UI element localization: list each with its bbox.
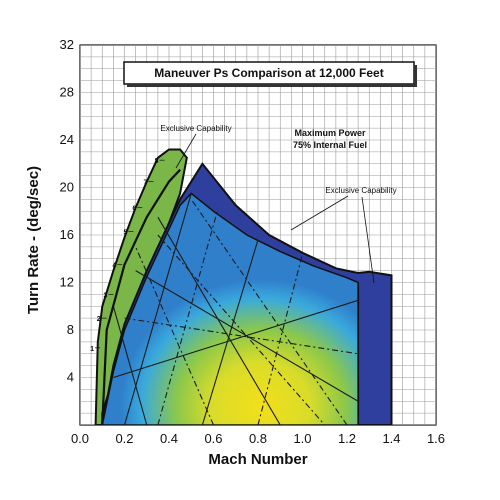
y-tick-label: 24 xyxy=(60,132,74,147)
ps-contour-line xyxy=(190,199,348,425)
x-tick-label: 1.2 xyxy=(338,431,356,446)
x-axis-ticks: 0.0 0.2 0.4 0.6 0.8 1.0 1.2 1.4 1.6 xyxy=(71,431,445,446)
x-tick-label: 0.8 xyxy=(249,431,267,446)
exclusive-right-leader-1 xyxy=(290,195,349,231)
boundary-line-left xyxy=(101,168,181,425)
ps-contour-line xyxy=(157,208,219,425)
ps-contour-line xyxy=(112,306,148,425)
x-tick-label: 0.2 xyxy=(115,431,133,446)
load-factor-label: 4 xyxy=(112,263,116,270)
ps-contour-line xyxy=(157,216,281,425)
y-tick-label: 28 xyxy=(60,85,74,100)
y-axis-title: Turn Rate - (deg/sec) xyxy=(25,166,42,314)
x-axis-title: Mach Number xyxy=(208,451,307,468)
x-tick-label: 1.4 xyxy=(382,431,400,446)
chart-title: Maneuver Ps Comparison at 12,000 Feet xyxy=(154,66,383,80)
load-factor-label: 8 xyxy=(155,158,159,165)
y-tick-label: 20 xyxy=(60,180,74,195)
load-factor-label: 1 xyxy=(90,346,94,353)
load-factor-label: 2 xyxy=(97,316,101,323)
ps-contour-line xyxy=(257,253,304,425)
load-factor-label: 6 xyxy=(132,206,136,213)
y-tick-label: 12 xyxy=(60,275,74,290)
y-tick-label: 16 xyxy=(60,227,74,242)
ps-contour-line xyxy=(157,234,326,425)
y-tick-label: 8 xyxy=(67,322,74,337)
exclusive-left-annotation: Exclusive Capability xyxy=(160,124,231,133)
x-tick-label: 0.6 xyxy=(204,431,222,446)
power-annotation-line1: Maximum Power xyxy=(294,128,366,138)
y-tick-label: 4 xyxy=(67,370,74,385)
ps-overlay-lines xyxy=(101,168,359,425)
ps-contour-line xyxy=(135,270,359,402)
ps-contour-line xyxy=(113,299,359,379)
x-tick-label: 1.0 xyxy=(293,431,311,446)
y-axis-ticks: 4 8 12 16 20 24 28 32 xyxy=(60,37,74,385)
y-tick-label: 32 xyxy=(60,37,74,52)
ps-contour-line xyxy=(124,317,359,355)
capability-regions xyxy=(94,148,393,425)
load-factor-label: 7 xyxy=(144,180,148,187)
power-annotation-line2: 75% Internal Fuel xyxy=(293,140,367,150)
exclusive-right-leader-2 xyxy=(361,196,375,284)
x-tick-label: 0.0 xyxy=(71,431,89,446)
exclusive-right-annotation: Exclusive Capability xyxy=(325,186,396,195)
ps-contour-line xyxy=(201,239,259,425)
exclusive-left-leader xyxy=(175,133,197,169)
title-box-shadow xyxy=(127,84,417,87)
title-box-shadow-side xyxy=(414,65,417,87)
load-factor-label: 3 xyxy=(103,292,107,299)
load-factor-labels: 1 2 3 4 5 6 7 8 xyxy=(90,158,165,353)
load-factor-label: 5 xyxy=(123,229,127,236)
ps-contour-region xyxy=(101,192,359,425)
x-tick-label: 0.4 xyxy=(160,431,178,446)
ps-contour-line xyxy=(135,246,215,425)
x-tick-label: 1.6 xyxy=(427,431,445,446)
